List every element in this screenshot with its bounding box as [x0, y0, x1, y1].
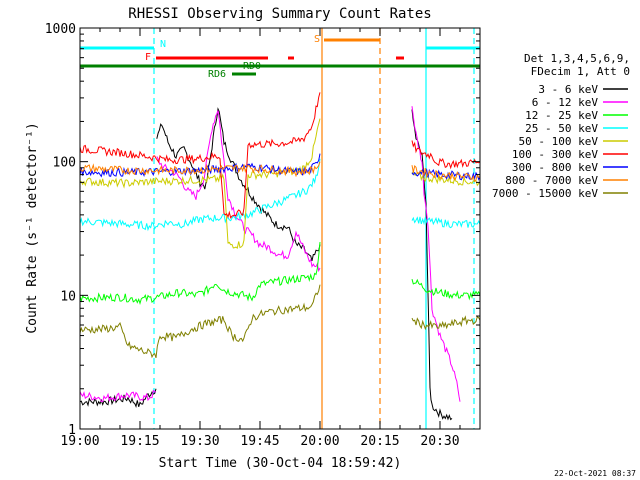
- x-axis-label: Start Time (30-Oct-04 18:59:42): [159, 456, 402, 471]
- series-1-segment-2: [411, 106, 461, 402]
- legend-label-7: 800 - 7000 keV: [505, 174, 598, 187]
- legend-header-0: Det 1,3,4,5,6,9,: [524, 52, 630, 65]
- series-2: [79, 242, 481, 305]
- legend-label-6: 300 - 800 keV: [512, 161, 598, 174]
- legend: Det 1,3,4,5,6,9,FDecim 1, Att 0 3 - 6 keV…: [492, 52, 630, 200]
- legend-label-2: 12 - 25 keV: [525, 109, 598, 122]
- y-tick-label-1: 10: [60, 289, 76, 304]
- generated-timestamp: 22-Oct-2021 08:37: [554, 469, 636, 478]
- series-6-segment-0: [79, 153, 321, 178]
- series-1: [79, 106, 461, 403]
- series-8-segment-1: [411, 315, 481, 331]
- series-4-segment-1: [411, 170, 481, 187]
- series-7-segment-0: [79, 161, 321, 178]
- series-8: [79, 284, 481, 359]
- series-2-segment-1: [411, 278, 481, 301]
- series-layer: [79, 92, 481, 421]
- series-0-segment-1: [156, 107, 321, 262]
- legend-label-5: 100 - 300 keV: [512, 148, 598, 161]
- y-axis-label: Count Rate (s⁻¹ detector⁻¹): [25, 122, 40, 333]
- legend-label-3: 25 - 50 keV: [525, 122, 598, 135]
- series-3-segment-1: [411, 216, 481, 229]
- y-tick-label-2: 100: [53, 156, 76, 171]
- series-0: [79, 107, 453, 421]
- legend-label-0: 3 - 6 keV: [538, 83, 598, 96]
- chart-title: RHESSI Observing Summary Count Rates: [128, 6, 431, 22]
- vertical-markers: [153, 28, 475, 429]
- x-tick-label-1: 19:15: [120, 434, 159, 449]
- axis-ticks: 19:00 19:15 19:30 19:45 20:00 20:15 20:30 1 10 10…: [45, 22, 481, 449]
- series-7-segment-1: [411, 165, 481, 183]
- series-0-segment-2: [411, 109, 453, 421]
- x-tick-label-3: 19:45: [240, 434, 279, 449]
- flag-n-label: N: [160, 39, 166, 50]
- flag-s-label: S: [314, 34, 320, 45]
- series-8-segment-0: [79, 284, 321, 359]
- legend-label-8: 7000 - 15000 keV: [492, 187, 598, 200]
- x-tick-label-0: 19:00: [60, 434, 99, 449]
- legend-label-4: 50 - 100 keV: [519, 135, 599, 148]
- x-tick-label-2: 19:30: [180, 434, 219, 449]
- x-tick-label-5: 20:15: [360, 434, 399, 449]
- x-tick-label-4: 20:00: [300, 434, 339, 449]
- attenuator-flags: NF S RD6 RD0: [80, 34, 480, 80]
- series-1-segment-1: [156, 110, 321, 273]
- series-5-segment-0: [79, 92, 321, 219]
- series-5-segment-1: [411, 140, 481, 170]
- x-tick-label-6: 20:30: [420, 434, 459, 449]
- series-1-segment-0: [79, 389, 157, 403]
- series-5: [79, 92, 481, 219]
- flag-f-label: F: [145, 52, 151, 63]
- y-tick-label-0: 1: [68, 423, 76, 438]
- series-3: [79, 158, 481, 232]
- series-7: [79, 161, 481, 183]
- legend-header-1: FDecim 1, Att 0: [531, 65, 630, 78]
- flag-rd6-label: RD6: [208, 69, 226, 80]
- series-0-segment-0: [79, 388, 157, 409]
- y-tick-label-3: 1000: [45, 22, 76, 37]
- legend-label-1: 6 - 12 keV: [532, 96, 599, 109]
- series-2-segment-0: [79, 242, 321, 305]
- series-3-segment-0: [79, 158, 321, 232]
- flag-rd0-label: RD0: [243, 61, 261, 72]
